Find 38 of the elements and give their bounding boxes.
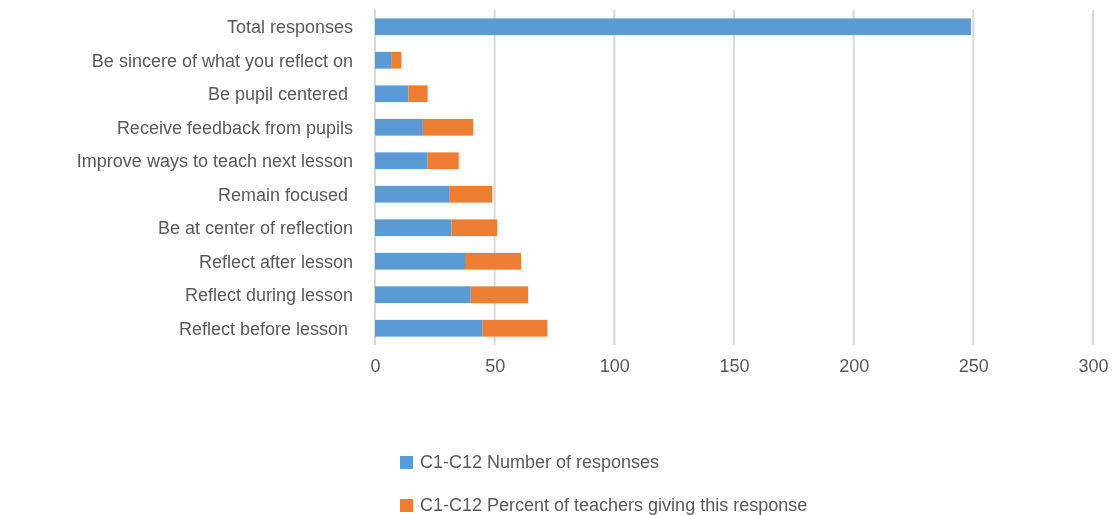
bar bbox=[375, 152, 428, 170]
bar bbox=[422, 118, 474, 136]
bar bbox=[465, 252, 521, 270]
x-tick-label: 150 bbox=[719, 355, 750, 376]
bar bbox=[375, 286, 471, 304]
bar bbox=[427, 152, 459, 170]
y-tick-label: Be pupil centered bbox=[207, 84, 353, 105]
x-tick-label: 0 bbox=[370, 355, 381, 376]
bar bbox=[470, 286, 529, 304]
y-tick-label: Remain focused bbox=[217, 184, 353, 205]
bar bbox=[375, 219, 452, 237]
bar bbox=[375, 51, 392, 69]
legend-label: C1-C12 Percent of teachers giving this response bbox=[420, 495, 808, 515]
bar bbox=[482, 319, 548, 337]
y-tick-label: Reflect before lesson bbox=[178, 318, 353, 339]
y-tick-label: Total responses bbox=[226, 17, 353, 38]
y-tick-label: Be at center of reflection bbox=[157, 218, 353, 239]
bar bbox=[375, 252, 466, 270]
bar bbox=[391, 51, 402, 69]
bar bbox=[375, 118, 423, 136]
x-tick-label: 300 bbox=[1078, 355, 1109, 376]
y-tick-label: Reflect during lesson bbox=[184, 285, 353, 306]
bar bbox=[375, 85, 409, 103]
y-tick-label: Improve ways to teach next lesson bbox=[76, 151, 353, 172]
bar bbox=[375, 319, 483, 337]
y-tick-label: Be sincere of what you reflect on bbox=[91, 50, 353, 71]
x-tick-label: 100 bbox=[599, 355, 630, 376]
bar bbox=[375, 185, 450, 203]
y-tick-label: Receive feedback from pupils bbox=[116, 117, 353, 138]
x-tick-label: 200 bbox=[839, 355, 870, 376]
y-tick-label: Reflect after lesson bbox=[198, 251, 353, 272]
x-tick-label: 250 bbox=[958, 355, 989, 376]
legend-label: C1-C12 Number of responses bbox=[420, 452, 660, 473]
bar bbox=[451, 219, 498, 237]
bar bbox=[375, 18, 971, 36]
x-tick-label: 50 bbox=[485, 355, 506, 376]
bar bbox=[408, 85, 428, 103]
bar bbox=[449, 185, 493, 203]
